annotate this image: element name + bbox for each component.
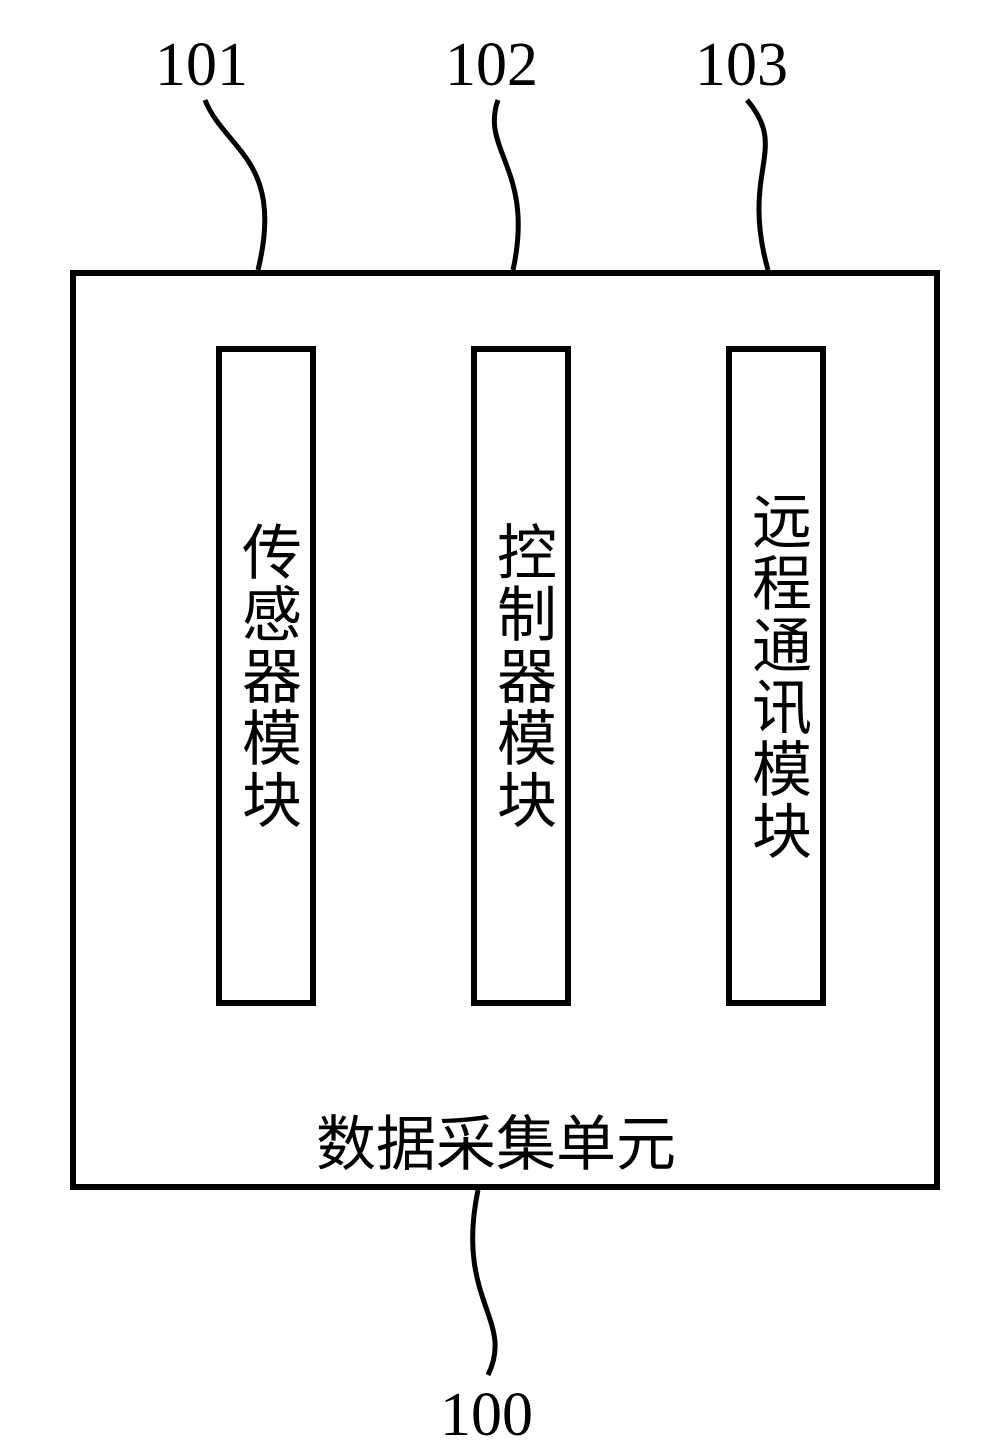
- leader-line-100: [0, 0, 1006, 1455]
- ref-label-100: 100: [440, 1380, 533, 1451]
- diagram-canvas: 101 102 103 传感器模块 控制器模块 远程通讯模块 数据采集单元 10…: [0, 0, 1006, 1455]
- leader-path-100: [473, 1190, 496, 1375]
